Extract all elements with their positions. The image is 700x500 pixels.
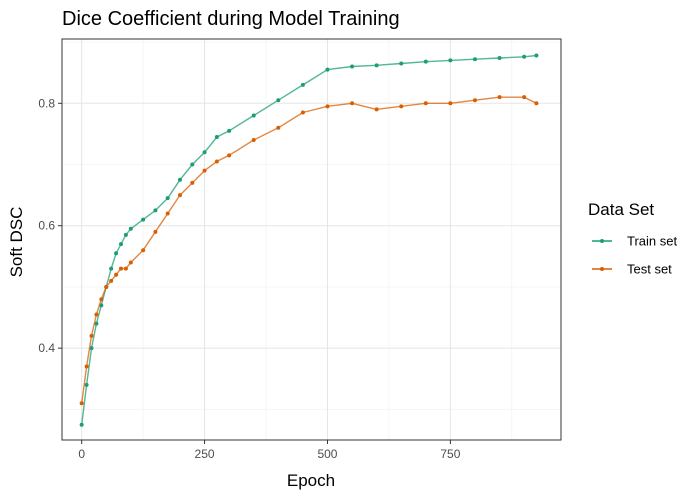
data-point (79, 401, 84, 406)
data-point (190, 180, 195, 185)
data-point (472, 98, 477, 103)
data-point (251, 113, 256, 118)
data-point (153, 229, 158, 234)
series-line (81, 54, 537, 425)
data-point (214, 159, 219, 164)
data-point (141, 248, 146, 253)
data-point (84, 382, 89, 387)
legend-key-point (600, 239, 604, 243)
data-point (300, 82, 305, 87)
data-point (522, 95, 527, 100)
data-point (522, 54, 527, 59)
data-point (300, 110, 305, 115)
legend-item: Train set (592, 234, 677, 249)
data-point (214, 134, 219, 139)
data-point (534, 101, 539, 106)
data-point (114, 251, 119, 256)
series-test-set (79, 95, 539, 406)
data-point (165, 196, 170, 201)
legend-title: Data Set (588, 200, 654, 219)
plot-panel (61, 38, 562, 441)
data-point (177, 177, 182, 182)
data-point (227, 128, 232, 133)
data-point (177, 193, 182, 198)
data-point (423, 59, 428, 64)
data-point (374, 63, 379, 68)
legend-label: Train set (627, 234, 677, 249)
data-point (350, 101, 355, 106)
data-point (399, 104, 404, 109)
data-point (123, 232, 128, 237)
data-point (399, 61, 404, 66)
y-axis-title: Soft DSC (7, 207, 26, 278)
x-tick-label: 250 (195, 447, 215, 461)
data-point (227, 153, 232, 158)
data-point (350, 64, 355, 69)
data-point (251, 138, 256, 143)
data-point (109, 278, 114, 283)
legend-item: Test set (592, 262, 672, 277)
data-point (497, 95, 502, 100)
x-tick-label: 0 (78, 447, 85, 461)
data-point (153, 208, 158, 213)
data-point (276, 98, 281, 103)
data-point (276, 125, 281, 130)
data-point (448, 58, 453, 63)
data-point (472, 57, 477, 62)
data-point (423, 101, 428, 106)
chart-title: Dice Coefficient during Model Training (62, 8, 400, 30)
data-point (190, 162, 195, 167)
x-axis: 0 250 500 750 (78, 440, 461, 461)
x-axis-title: Epoch (287, 471, 335, 490)
legend: Data Set Train set Test set (588, 200, 677, 277)
x-tick-label: 500 (317, 447, 337, 461)
data-point (84, 364, 89, 369)
data-point (448, 101, 453, 106)
data-point (118, 266, 123, 271)
x-tick-label: 750 (440, 447, 460, 461)
legend-key-point (600, 267, 604, 271)
data-point (104, 284, 109, 289)
data-point (114, 272, 119, 277)
legend-items: Train set Test set (592, 234, 677, 277)
y-axis: 0.4 0.6 0.8 (38, 96, 62, 355)
legend-label: Test set (627, 262, 672, 277)
data-point (202, 168, 207, 173)
data-point (141, 217, 146, 222)
y-tick-label: 0.4 (38, 341, 55, 355)
data-point (128, 226, 133, 231)
data-point (94, 321, 99, 326)
data-point (94, 312, 99, 317)
data-point (325, 104, 330, 109)
data-point (165, 211, 170, 216)
plot-border (61, 38, 562, 441)
data-point (89, 333, 94, 338)
y-tick-label: 0.8 (38, 96, 55, 110)
plot-background (62, 39, 561, 440)
data-point (128, 260, 133, 265)
data-point (109, 266, 114, 271)
data-point (534, 53, 539, 58)
data-point (202, 150, 207, 155)
data-point (118, 242, 123, 247)
data-point (497, 55, 502, 60)
y-tick-label: 0.6 (38, 219, 55, 233)
data-point (325, 67, 330, 72)
data-point (89, 346, 94, 351)
data-point (79, 422, 84, 427)
data-point (374, 107, 379, 112)
grid-minor (62, 39, 561, 440)
series-train-set (79, 53, 539, 427)
series-layer (79, 53, 539, 427)
data-point (123, 266, 128, 271)
data-point (99, 297, 104, 302)
